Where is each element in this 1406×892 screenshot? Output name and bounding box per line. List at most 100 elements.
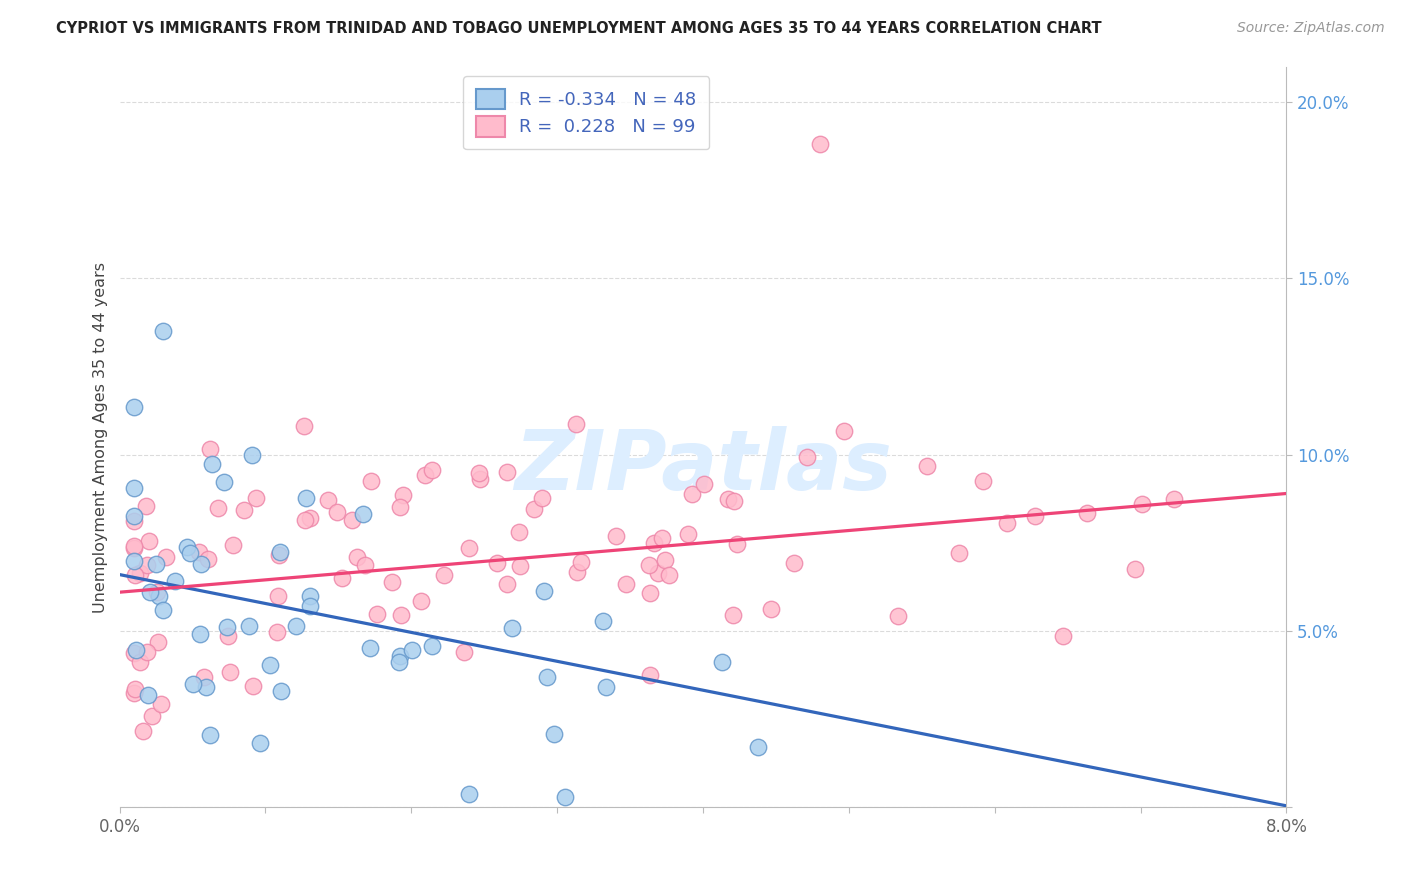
Point [359,641,381,656]
Point [269,545,291,559]
Point [122,514,145,528]
Point [643,536,665,550]
Point [747,740,769,755]
Point [346,549,368,564]
Point [141,709,163,723]
Point [1163,492,1185,507]
Point [453,645,475,659]
Point [467,466,489,480]
Point [681,487,703,501]
Point [721,607,744,622]
Point [129,566,152,581]
Point [354,558,377,572]
Point [145,584,167,599]
Point [501,621,523,635]
Point [1125,562,1147,576]
Point [638,586,661,600]
Point [401,642,423,657]
Point [614,577,637,591]
Point [238,619,260,633]
Point [340,513,363,527]
Point [212,475,235,490]
Point [710,656,733,670]
Point [723,494,745,508]
Point [536,670,558,684]
Point [152,603,174,617]
Point [326,504,349,518]
Point [122,400,145,414]
Point [565,417,588,431]
Point [637,558,659,572]
Point [245,491,267,505]
Point [298,590,321,604]
Point [207,501,229,516]
Point [783,557,806,571]
Point [360,474,382,488]
Point [509,558,531,573]
Point [605,529,627,543]
Point [193,670,215,684]
Point [1076,506,1098,520]
Point [249,736,271,750]
Point [176,540,198,554]
Point [458,787,481,801]
Point [270,684,292,698]
Point [651,531,673,545]
Y-axis label: Unemployment Among Ages 35 to 44 years: Unemployment Among Ages 35 to 44 years [93,261,108,613]
Point [420,639,443,653]
Point [195,681,218,695]
Point [796,450,818,464]
Point [266,624,288,639]
Point [508,524,530,539]
Point [388,655,411,669]
Point [179,546,201,560]
Point [233,503,256,517]
Point [122,554,145,568]
Point [298,510,321,524]
Point [316,493,339,508]
Point [215,620,238,634]
Point [146,635,169,649]
Point [654,553,676,567]
Point [222,538,245,552]
Point [155,550,177,565]
Point [543,727,565,741]
Point [295,491,318,505]
Point [217,629,239,643]
Point [242,679,264,693]
Point [292,419,315,434]
Point [132,724,155,739]
Point [352,507,374,521]
Point [1024,509,1046,524]
Point [565,565,588,579]
Point [136,688,159,702]
Point [1132,497,1154,511]
Point [759,602,782,616]
Point [647,566,669,580]
Point [388,649,411,664]
Point [1052,629,1074,643]
Point [298,599,321,614]
Point [267,590,290,604]
Point [122,686,145,700]
Point [595,681,617,695]
Point [409,594,432,608]
Point [389,608,412,623]
Point [197,552,219,566]
Point [420,463,443,477]
Point [381,574,404,589]
Point [122,646,145,660]
Point [190,557,212,571]
Point [124,567,146,582]
Point [122,541,145,555]
Point [948,546,970,560]
Point [330,570,353,584]
Point [569,555,592,569]
Point [638,667,661,681]
Point [267,548,290,562]
Point [725,537,748,551]
Point [165,574,187,588]
Point [592,614,614,628]
Point [148,589,170,603]
Point [139,584,162,599]
